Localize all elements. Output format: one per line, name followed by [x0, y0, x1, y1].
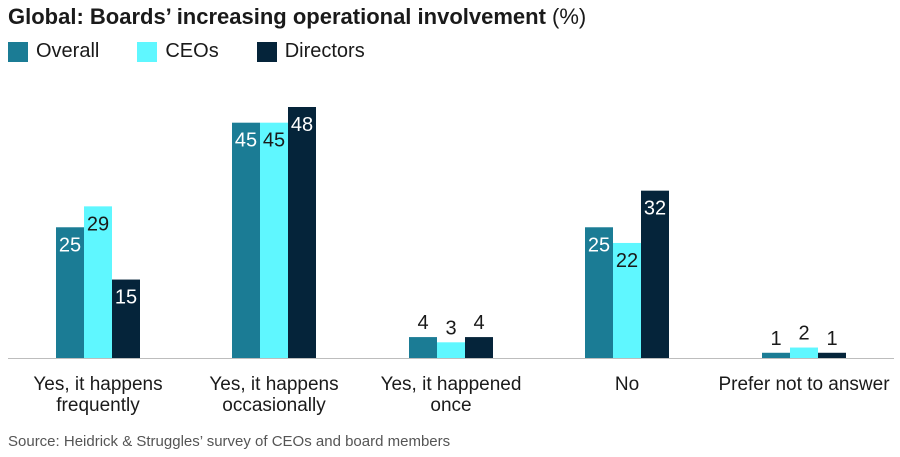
bar-ceos-4 [790, 347, 818, 358]
data-label-ceos-2: 3 [445, 317, 456, 339]
legend-label-directors: Directors [284, 40, 365, 62]
category-label-1-line-1: occasionally [222, 395, 326, 416]
data-label-directors-3: 32 [644, 198, 666, 220]
bar-overall-3 [585, 227, 613, 358]
category-label-0-line-0: Yes, it happens [33, 374, 162, 395]
bar-ceos-2 [437, 342, 465, 358]
data-label-overall-2: 4 [417, 312, 428, 334]
legend-swatch-directors [256, 41, 277, 62]
data-label-overall-3: 25 [588, 234, 610, 256]
legend-item-ceos: CEOs [137, 40, 219, 63]
category-label-2-line-1: once [430, 395, 471, 416]
bar-directors-2 [465, 337, 493, 358]
category-label-2-line-0: Yes, it happened [381, 374, 522, 395]
legend-label-ceos: CEOs [165, 40, 219, 62]
data-label-ceos-1: 45 [263, 130, 285, 152]
bar-overall-2 [409, 337, 437, 358]
chart-legend: Overall CEOs Directors [8, 40, 403, 63]
bar-directors-1 [288, 107, 316, 358]
bar-directors-0 [112, 279, 140, 358]
bar-ceos-3 [613, 242, 641, 358]
data-label-directors-0: 15 [115, 287, 137, 309]
legend-swatch-overall [8, 41, 28, 62]
chart-title-text: Global: Boards’ increasing operational i… [8, 4, 546, 29]
source-note: Source: Heidrick & Struggles’ survey of … [8, 433, 451, 450]
data-label-directors-4: 1 [826, 328, 837, 350]
bar-directors-4 [818, 352, 846, 358]
data-label-overall-0: 25 [59, 234, 81, 256]
data-label-ceos-3: 22 [616, 250, 638, 272]
legend-item-overall: Overall [8, 40, 99, 63]
category-label-4-line-0: Prefer not to answer [718, 374, 890, 395]
bar-overall-4 [762, 352, 790, 358]
category-label-1-line-0: Yes, it happens [209, 374, 338, 395]
bar-overall-1 [232, 122, 260, 358]
bar-ceos-0 [84, 206, 112, 358]
bar-directors-3 [641, 190, 669, 358]
category-label-3-line-0: No [615, 374, 639, 395]
legend-swatch-ceos [137, 41, 158, 62]
chart-title-unit: (%) [552, 4, 587, 29]
data-label-directors-2: 4 [473, 312, 484, 334]
legend-item-directors: Directors [256, 40, 365, 63]
bar-ceos-1 [260, 122, 288, 358]
data-label-overall-1: 45 [235, 130, 257, 152]
bar-overall-0 [56, 227, 84, 358]
category-label-0-line-1: frequently [56, 395, 140, 416]
legend-label-overall: Overall [36, 40, 100, 62]
data-label-ceos-0: 29 [87, 213, 109, 235]
data-label-directors-1: 48 [291, 114, 313, 136]
data-label-overall-4: 1 [770, 328, 781, 350]
data-label-ceos-4: 2 [798, 323, 809, 345]
chart-title: Global: Boards’ increasing operational i… [8, 4, 586, 30]
